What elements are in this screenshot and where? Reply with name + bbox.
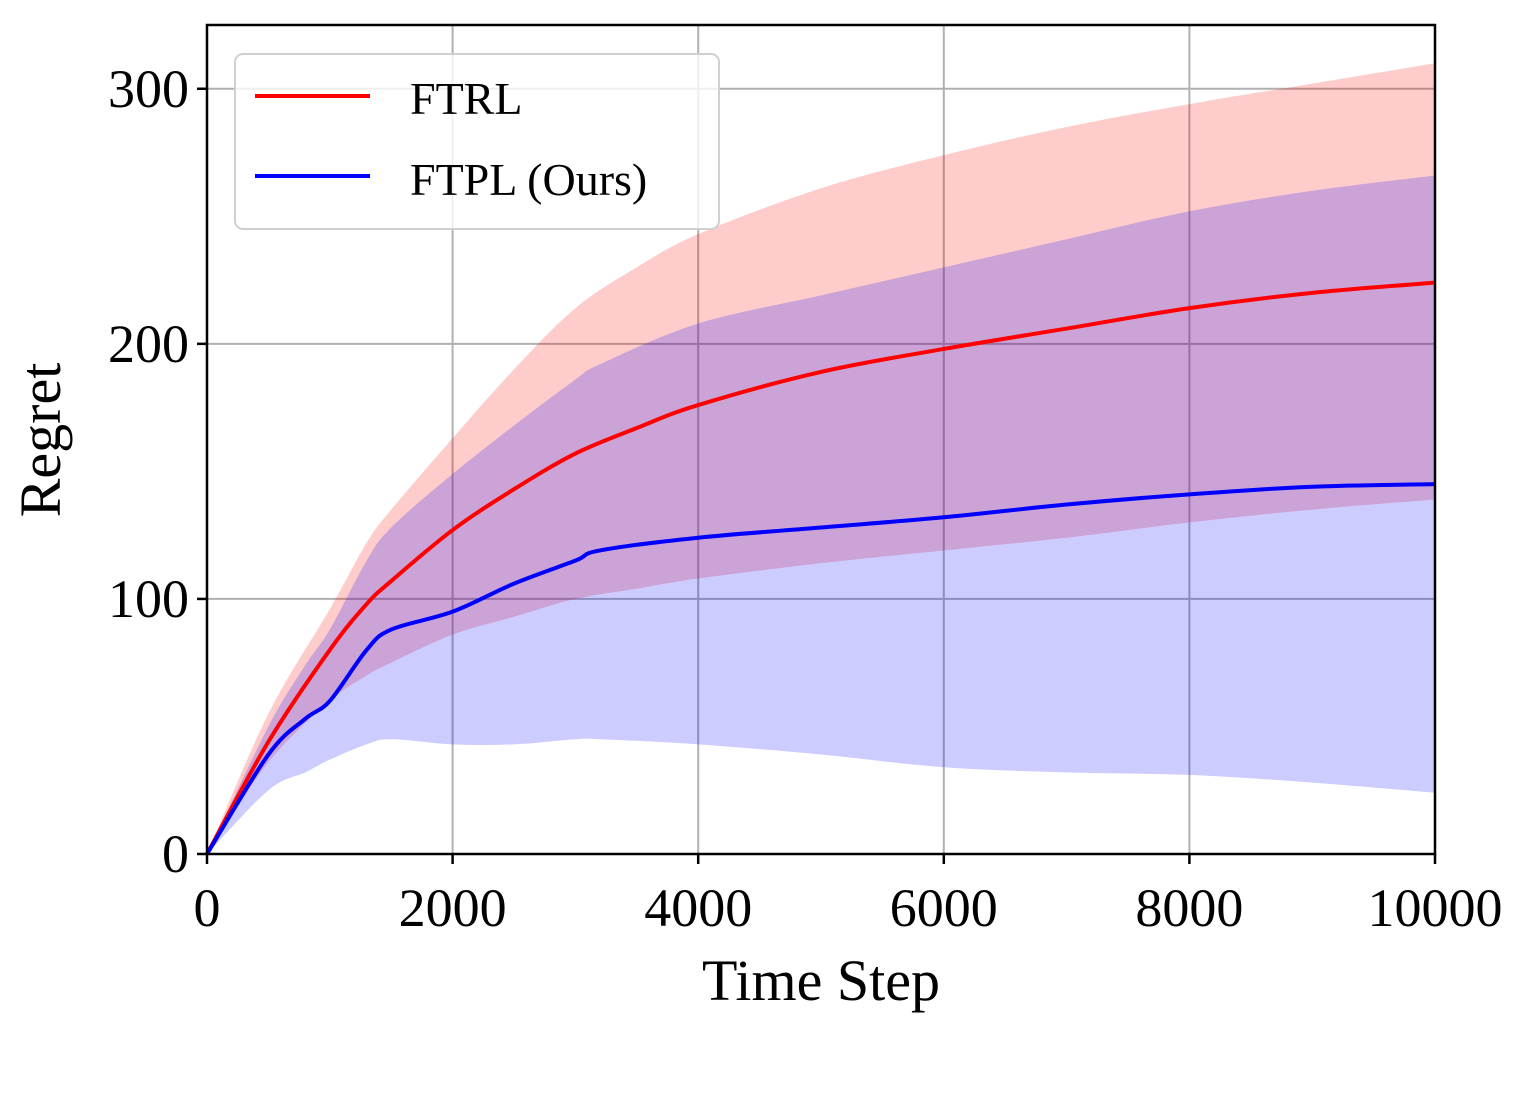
confidence-bands [207,63,1435,855]
y-tick-label: 200 [108,314,189,374]
y-tick-label: 300 [108,59,189,119]
legend: FTRL FTPL (Ours) [234,53,720,230]
plot-frame [205,23,1437,856]
y-tick-label: 0 [162,824,189,884]
x-axis-label: Time Step [702,948,940,1013]
legend-label-ftrl: FTRL [410,73,522,124]
x-tick-label: 10000 [1368,878,1503,938]
y-tick-label: 100 [108,569,189,629]
x-tick-label: 4000 [644,878,752,938]
y-axis-label: Regret [8,363,73,518]
x-tick-label: 8000 [1135,878,1243,938]
x-tick-label: 6000 [890,878,998,938]
ticks: 0 2000 4000 6000 8000 10000 0 100 200 300 [108,59,1503,938]
series-lines [205,280,1436,856]
series-line-ftrl [205,280,1436,855]
series-line-ftpl [205,482,1436,856]
legend-label-ftpl: FTPL (Ours) [410,154,647,205]
x-tick-label: 2000 [399,878,507,938]
confidence-band-ftpl [207,175,1435,855]
x-tick-label: 0 [194,878,221,938]
confidence-band-ftrl [207,63,1435,855]
